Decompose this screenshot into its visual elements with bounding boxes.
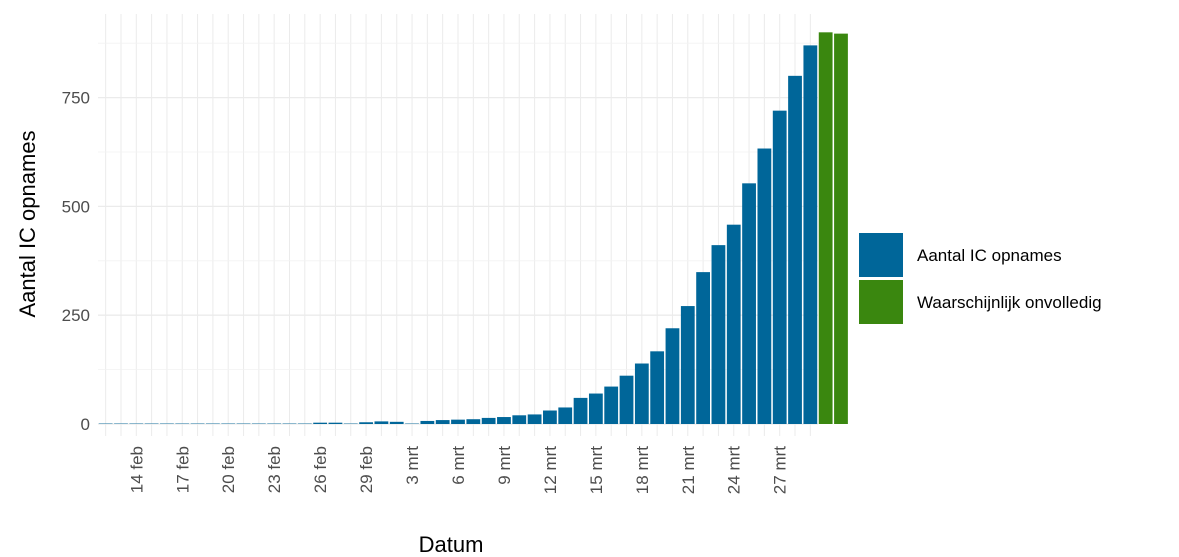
- bar-2020-03-19-ic-opnames: [650, 351, 665, 424]
- bar-2020-03-10-ic-opnames: [512, 415, 527, 424]
- bar-2020-03-29-ic-opnames: [803, 45, 818, 424]
- bar-2020-03-26-ic-opnames: [757, 148, 772, 424]
- y-tick-label: 250: [62, 306, 90, 325]
- bar-2020-03-20-ic-opnames: [665, 328, 680, 424]
- x-tick-label: 21 mrt: [679, 446, 698, 494]
- bar-2020-03-28-ic-opnames: [788, 75, 802, 424]
- bar-2020-02-26-ic-opnames: [313, 422, 328, 424]
- x-tick-label: 18 mrt: [633, 446, 652, 494]
- x-tick-label: 6 mrt: [449, 446, 468, 485]
- legend-swatch: [859, 233, 903, 277]
- bar-2020-03-04-ic-opnames: [420, 420, 435, 424]
- bar-2020-03-14-ic-opnames: [573, 397, 588, 424]
- bar-2020-03-18-ic-opnames: [634, 363, 649, 424]
- bar-2020-03-06-ic-opnames: [451, 419, 465, 424]
- bar-2020-03-24-ic-opnames: [726, 224, 741, 424]
- x-tick-label: 3 mrt: [403, 446, 422, 485]
- bar-2020-03-08-ic-opnames: [481, 417, 496, 424]
- legend-label: Waarschijnlijk onvolledig: [917, 293, 1102, 312]
- x-tick-label: 9 mrt: [495, 446, 514, 485]
- bar-2020-03-12-ic-opnames: [543, 410, 557, 424]
- bar-2020-03-05-ic-opnames: [435, 420, 450, 424]
- x-tick-label: 26 feb: [311, 446, 330, 493]
- bar-2020-03-22-ic-opnames: [696, 272, 710, 424]
- y-axis-ticks: 0 250 500 750: [62, 89, 90, 434]
- y-tick-label: 500: [62, 197, 90, 216]
- bar-2020-02-27-ic-opnames: [328, 422, 343, 424]
- legend-label: Aantal IC opnames: [917, 246, 1062, 265]
- bar-undefined-onvolledig: [818, 32, 833, 424]
- x-tick-label: 15 mrt: [587, 446, 606, 494]
- y-tick-label: 750: [62, 89, 90, 108]
- bar-2020-03-09-ic-opnames: [497, 417, 511, 424]
- bars: [98, 32, 848, 424]
- bar-2020-03-01-ic-opnames: [374, 421, 389, 424]
- bar-2020-03-27-ic-opnames: [772, 110, 787, 424]
- y-tick-label: 0: [81, 415, 90, 434]
- bar-2020-03-02-ic-opnames: [389, 421, 404, 424]
- bar-2020-03-13-ic-opnames: [558, 407, 573, 424]
- bar-2020-03-16-ic-opnames: [604, 386, 619, 424]
- x-tick-label: 17 feb: [173, 446, 192, 493]
- bar-2020-03-11-ic-opnames: [527, 414, 542, 424]
- x-tick-label: 24 mrt: [725, 446, 744, 494]
- x-axis-title: Datum: [419, 532, 484, 557]
- bar-2020-02-29-ic-opnames: [359, 422, 373, 424]
- bar-2020-03-15-ic-opnames: [588, 393, 603, 424]
- legend: Aantal IC opnames Waarschijnlijk onvolled…: [859, 233, 1102, 324]
- legend-swatch: [859, 280, 903, 324]
- bar-2020-03-25-ic-opnames: [742, 183, 756, 424]
- bar-undefined-onvolledig: [834, 33, 848, 424]
- y-axis-title: Aantal IC opnames: [15, 130, 40, 317]
- x-tick-label: 14 feb: [127, 446, 146, 493]
- bar-2020-03-21-ic-opnames: [680, 306, 695, 424]
- x-tick-label: 27 mrt: [771, 446, 790, 494]
- x-tick-label: 12 mrt: [541, 446, 560, 494]
- x-tick-label: 20 feb: [219, 446, 238, 493]
- x-axis-ticks: 14 feb 17 feb 20 feb 23 feb 26 feb 29 feb 3 mr…: [127, 446, 789, 494]
- x-tick-label: 23 feb: [265, 446, 284, 493]
- bar-2020-03-23-ic-opnames: [711, 245, 726, 424]
- bar-2020-03-17-ic-opnames: [619, 375, 634, 424]
- bar-2020-03-07-ic-opnames: [466, 419, 481, 424]
- x-tick-label: 29 feb: [357, 446, 376, 493]
